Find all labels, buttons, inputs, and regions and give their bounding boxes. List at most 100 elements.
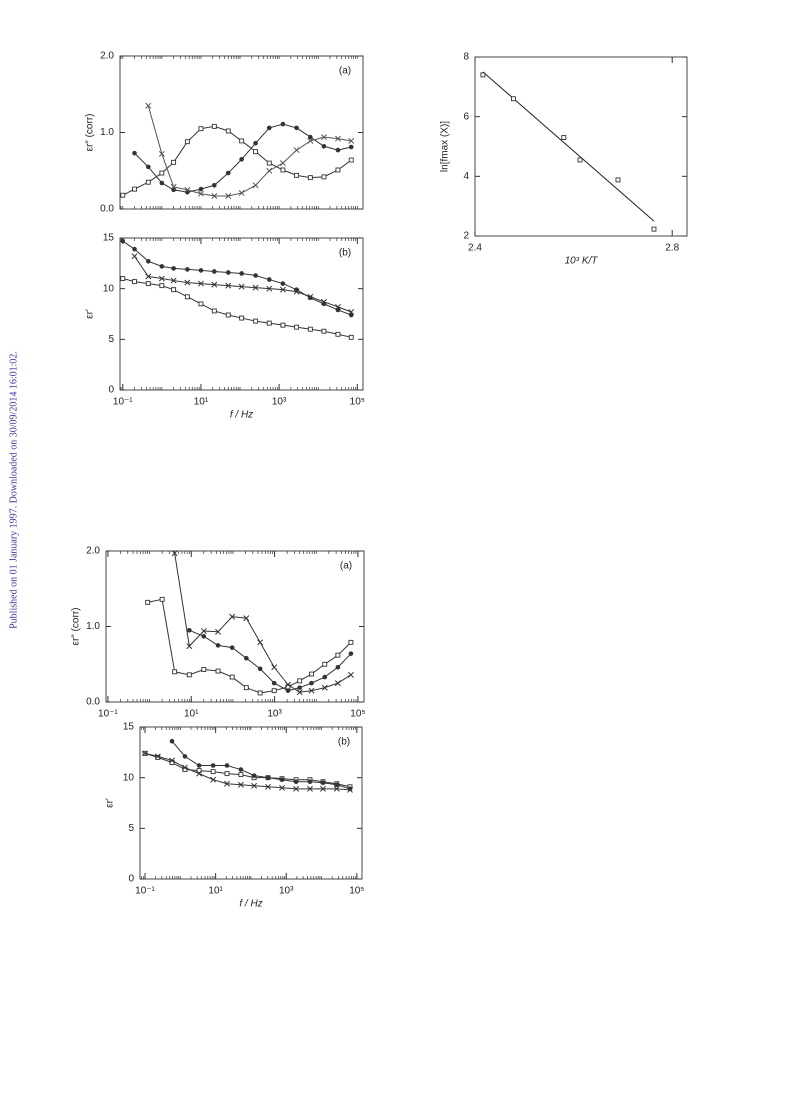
point — [307, 175, 313, 181]
point — [335, 652, 341, 658]
point — [266, 167, 273, 174]
x-tick-label: 2.8 — [665, 243, 679, 254]
point — [211, 281, 218, 288]
point — [212, 269, 217, 274]
point — [308, 687, 315, 694]
x-tick-label: 10⁻¹ — [135, 886, 155, 897]
x-tick-label: 10¹ — [208, 886, 223, 897]
point — [169, 738, 175, 744]
point — [321, 684, 328, 691]
point — [334, 782, 340, 788]
point — [252, 284, 259, 291]
point — [251, 773, 257, 778]
point — [145, 179, 151, 185]
series-line — [134, 255, 352, 313]
y-tick-label: 2.0 — [100, 51, 114, 62]
point — [171, 266, 176, 271]
point — [225, 312, 231, 318]
point — [197, 190, 204, 197]
point — [280, 121, 286, 127]
point — [334, 135, 341, 142]
point — [159, 283, 165, 289]
point — [335, 307, 341, 313]
y-tick-label: 10 — [123, 772, 135, 783]
point — [285, 681, 291, 688]
point — [159, 264, 165, 269]
series-line — [147, 598, 352, 694]
point — [145, 599, 151, 605]
plot-frame — [119, 237, 364, 391]
point — [335, 331, 341, 337]
panel-label: (b) — [339, 248, 351, 259]
point — [334, 680, 341, 687]
point — [480, 72, 486, 78]
y-tick-label: 0.0 — [100, 204, 114, 215]
point — [198, 126, 204, 132]
point — [309, 680, 314, 686]
point — [320, 298, 327, 305]
side-note: Published on 01 January 1997. Downloaded… — [8, 351, 19, 629]
x-tick-label: 10⁵ — [350, 709, 365, 720]
point — [348, 144, 354, 150]
point — [266, 125, 272, 131]
point — [215, 668, 221, 674]
point — [348, 639, 354, 645]
point — [294, 172, 300, 178]
point — [172, 669, 178, 675]
point — [348, 137, 355, 144]
point — [322, 661, 328, 667]
point — [238, 767, 244, 772]
y-tick-label: 5 — [128, 823, 134, 834]
x-axis-label: f / Hz — [230, 410, 253, 421]
point — [335, 147, 341, 153]
point — [198, 268, 204, 273]
point — [279, 784, 285, 791]
point — [184, 294, 190, 300]
point — [309, 671, 314, 677]
y-tick-label: 0 — [128, 874, 134, 885]
x-axis-label: 10³ K/T — [565, 256, 599, 267]
x-tick-label: 10¹ — [184, 709, 199, 720]
point — [239, 138, 245, 144]
point — [145, 102, 152, 109]
point — [561, 135, 567, 141]
plot-frame — [474, 56, 688, 237]
y-tick-label: 0.0 — [86, 697, 100, 708]
x-tick-label: 10⁻¹ — [98, 709, 118, 720]
point — [198, 301, 204, 307]
point — [132, 186, 137, 192]
series-line — [174, 553, 352, 693]
point — [307, 779, 313, 785]
point — [577, 157, 583, 163]
point — [307, 785, 313, 792]
point — [257, 639, 264, 646]
y-tick-label: 6 — [463, 111, 469, 122]
point — [321, 328, 327, 334]
point — [348, 309, 355, 315]
point — [158, 150, 165, 157]
point — [333, 785, 340, 792]
point — [145, 259, 151, 264]
point — [257, 666, 263, 672]
point — [615, 177, 621, 183]
point — [159, 180, 165, 186]
y-axis-label: εr′ — [85, 309, 96, 319]
y-tick-label: 1.0 — [86, 621, 100, 632]
point — [187, 627, 192, 633]
point — [224, 771, 230, 777]
x-tick-label: 2.4 — [468, 243, 482, 254]
point — [225, 282, 232, 289]
point — [296, 689, 303, 696]
panel-label: (b) — [338, 737, 350, 748]
point — [322, 674, 328, 680]
y-tick-label: 2 — [463, 231, 469, 242]
point — [211, 193, 218, 199]
point — [348, 334, 354, 340]
point — [266, 285, 273, 292]
point — [651, 226, 657, 232]
point — [271, 680, 277, 686]
point — [308, 134, 313, 140]
point — [132, 279, 137, 285]
point — [238, 189, 245, 196]
series-line — [144, 752, 351, 788]
